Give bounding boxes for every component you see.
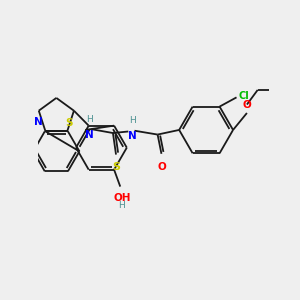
Text: N: N	[128, 131, 136, 142]
Text: H: H	[86, 115, 93, 124]
Text: S: S	[65, 118, 73, 128]
Text: OH: OH	[113, 193, 130, 203]
Text: O: O	[157, 161, 166, 172]
Text: H: H	[118, 201, 125, 210]
Text: H: H	[129, 116, 136, 125]
Text: N: N	[34, 117, 43, 127]
Text: S: S	[112, 162, 120, 172]
Text: Cl: Cl	[238, 91, 249, 101]
Text: O: O	[242, 100, 251, 110]
Text: N: N	[85, 130, 94, 140]
